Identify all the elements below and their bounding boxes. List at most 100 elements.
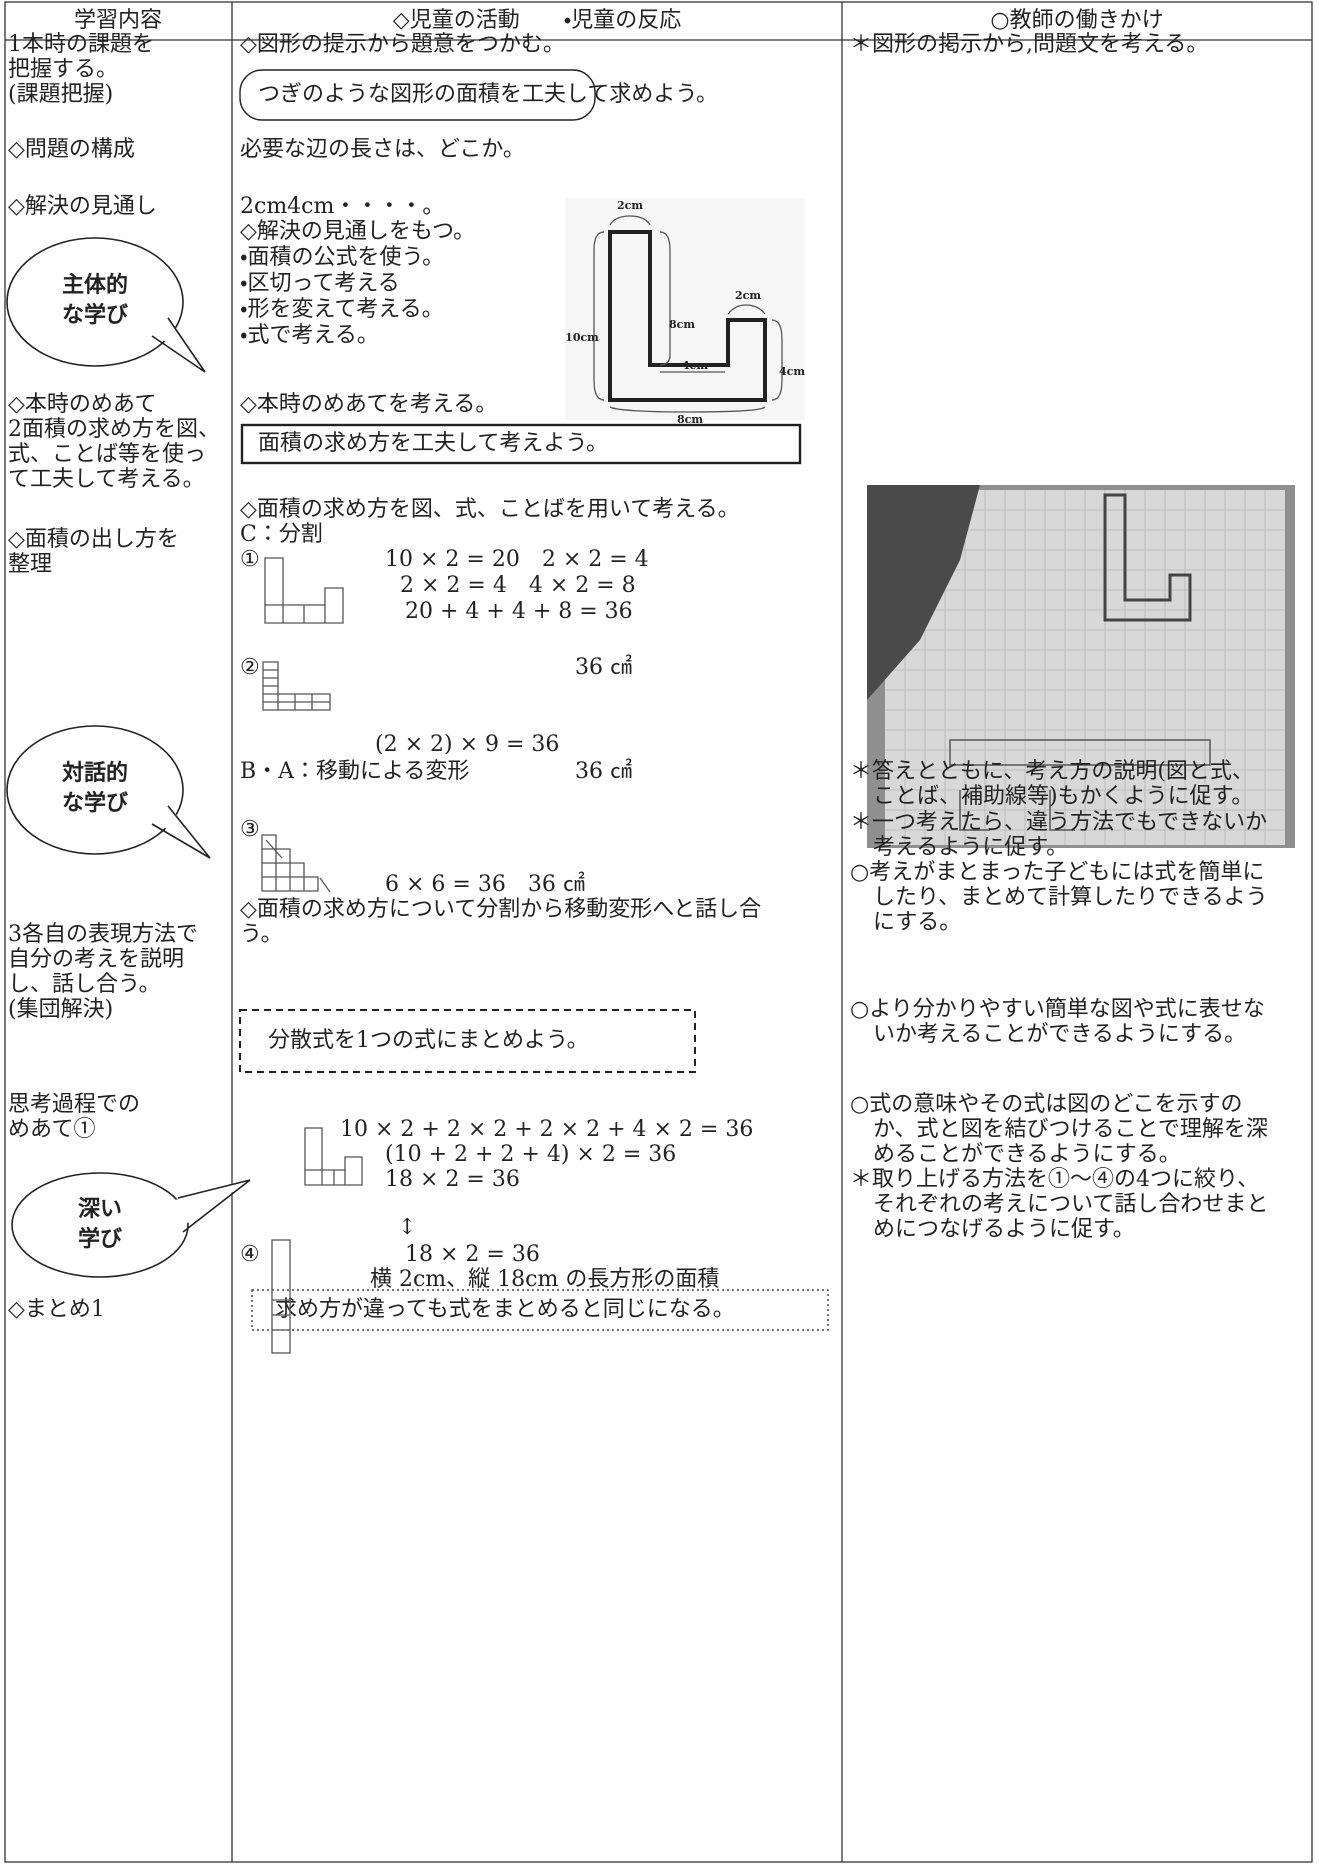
l-shape-figure — [565, 198, 805, 420]
text-line: ◇解決の見通しをもつ。 — [240, 219, 475, 244]
text-line: ④ — [240, 1242, 260, 1267]
small-figure-5 — [271, 1239, 291, 1354]
text-line: 式、ことば等を使っ — [8, 442, 206, 467]
text-line: 3各自の表現方法で — [8, 922, 198, 947]
text-line: ・形を変えて考える。 — [240, 297, 444, 322]
text-line: C：分割 — [240, 522, 323, 547]
figure-label: 2cm — [617, 199, 643, 212]
text-line: ◇本時のめあて — [8, 392, 156, 417]
dashed-box — [239, 1009, 696, 1073]
bubble-text: な学び — [62, 302, 128, 328]
text-line: (10 + 2 + 2 + 4) × 2 = 36 — [385, 1142, 676, 1167]
bubble-text: 対話的 — [62, 760, 128, 786]
text-line: ＊答えとともに、考え方の説明(図と式、 — [850, 759, 1254, 784]
goal-box — [240, 423, 802, 465]
dotted-box — [251, 1289, 829, 1331]
figure-label: 4cm — [682, 359, 708, 372]
text-line: ① — [240, 547, 260, 572]
task-box — [239, 69, 596, 121]
text-line: (課題把握) — [8, 82, 113, 107]
text-line: それぞれの考えについて話し合わせまと — [873, 1192, 1268, 1217]
text-line: ＊取り上げる方法を①〜④の4つに絞り、 — [850, 1167, 1259, 1192]
text-line: 1本時の課題を — [8, 32, 154, 57]
bubble-text: 主体的 — [62, 272, 128, 298]
text-line: ◇面積の求め方を図、式、ことばを用いて考える。 — [240, 497, 740, 522]
text-line: ○考えがまとまった子どもには式を簡単に — [850, 860, 1264, 885]
text-line: ＊一つ考えたら、違う方法でもできないか — [850, 810, 1267, 835]
text-line: (2 × 2) × 9 = 36 — [375, 732, 559, 757]
text-line: か、式と図を結びつけることで理解を深 — [873, 1117, 1268, 1142]
box-text: 面積の求め方を工夫して考えよう。 — [258, 431, 608, 456]
text-line: ↕ — [398, 1215, 416, 1240]
text-line: 10 × 2 = 20 2 × 2 = 4 — [385, 547, 649, 572]
text-line: ③ — [240, 817, 260, 842]
text-line: 36 ㎠ — [575, 758, 632, 784]
text-line: 36 ㎠ — [575, 654, 632, 680]
speech-bubble: 主体的 な学び — [6, 237, 206, 373]
header-cell: 学習内容 — [74, 8, 162, 33]
speech-bubble: 深い 学び — [11, 1172, 251, 1278]
bubble-text: 深い — [78, 1197, 122, 1222]
text-line: し、話し合う。 — [8, 972, 161, 997]
text-line: 2 × 2 = 4 4 × 2 = 8 — [400, 573, 636, 598]
text-line: 18 × 2 = 36 — [385, 1167, 520, 1192]
text-line: ことば、補助線等)もかくように促す。 — [873, 784, 1253, 809]
table-frame — [4, 1, 1313, 1863]
small-figure-3 — [261, 834, 331, 893]
text-line: ・面積の公式を使う。 — [240, 245, 444, 270]
text-line: 思考過程での — [8, 1092, 140, 1117]
text-line: ◇問題の構成 — [8, 137, 135, 162]
text-line: ② — [240, 655, 260, 680]
text-line: ◇面積の求め方について分割から移動変形へと話し合 — [240, 897, 761, 922]
figure-label: 8cm — [669, 318, 695, 331]
text-line: ◇解決の見通し — [8, 194, 157, 219]
text-line: したり、まとめて計算したりできるよう — [873, 885, 1268, 910]
text-line: 6 × 6 = 36 36 ㎠ — [385, 871, 585, 897]
bubble-text: な学び — [62, 790, 128, 816]
text-line: ＊図形の掲示から,問題文を考える。 — [850, 32, 1208, 57]
text-line: めにつなげるように促す。 — [873, 1217, 1135, 1242]
header-cell: ○教師の働きかけ — [990, 8, 1163, 33]
figure-label: 4cm — [779, 365, 805, 378]
box-text: 分散式を1つの式にまとめよう。 — [268, 1028, 589, 1053]
text-line: 2面積の求め方を図、 — [8, 417, 220, 442]
text-line: ◇まとめ1 — [8, 1297, 105, 1322]
text-line: 18 × 2 = 36 — [405, 1242, 540, 1267]
text-line: う。 — [240, 922, 283, 947]
text-line: 考えるように促す。 — [873, 835, 1068, 860]
text-line: ○より分かりやすい簡単な図や式に表せな — [850, 997, 1265, 1022]
text-line: ・式で考える。 — [240, 323, 379, 348]
text-line: 整理 — [8, 552, 52, 577]
small-figure-1 — [264, 557, 344, 624]
small-figure-4 — [304, 1127, 363, 1186]
small-figure-2 — [262, 661, 331, 711]
header-cell: ◇児童の活動 ・児童の反応 — [393, 8, 681, 33]
figure-label: 8cm — [677, 413, 703, 426]
text-line: 10 × 2 + 2 × 2 + 2 × 2 + 4 × 2 = 36 — [340, 1117, 753, 1142]
text-line: 必要な辺の長さは、どこか。 — [240, 137, 525, 162]
text-line: 20 + 4 + 4 + 8 = 36 — [405, 599, 633, 624]
box-text: 求め方が違っても式をまとめると同じになる。 — [275, 1297, 735, 1322]
text-line: 横 2cm、縦 18cm の長方形の面積 — [370, 1267, 719, 1292]
text-line: ◇面積の出し方を — [8, 527, 179, 552]
text-line: めることができるようにする。 — [873, 1142, 1181, 1167]
text-line: めあて① — [8, 1117, 96, 1142]
box-text: つぎのような図形の面積を工夫して求めよう。 — [258, 82, 718, 107]
text-line: ◇本時のめあてを考える。 — [240, 392, 497, 417]
text-line: 自分の考えを説明 — [8, 947, 184, 972]
bubble-text: 学び — [78, 1226, 122, 1252]
text-line: ○式の意味やその式は図のどこを示すの — [850, 1092, 1243, 1117]
speech-bubble: 対話的 な学び — [6, 725, 211, 859]
text-line: ◇図形の提示から題意をつかむ。 — [240, 32, 565, 57]
text-line: ・区切って考える — [240, 271, 400, 296]
text-line: B・A：移動による変形 — [240, 759, 469, 784]
figure-label: 10cm — [565, 331, 599, 344]
text-line: て工夫して考える。 — [8, 467, 205, 492]
photo — [867, 485, 1295, 848]
text-line: 2cm4cm・・・・。 — [240, 194, 444, 219]
text-line: いか考えることができるようにする。 — [873, 1022, 1246, 1047]
text-line: (集団解決) — [8, 997, 113, 1022]
text-line: にする。 — [873, 910, 961, 935]
